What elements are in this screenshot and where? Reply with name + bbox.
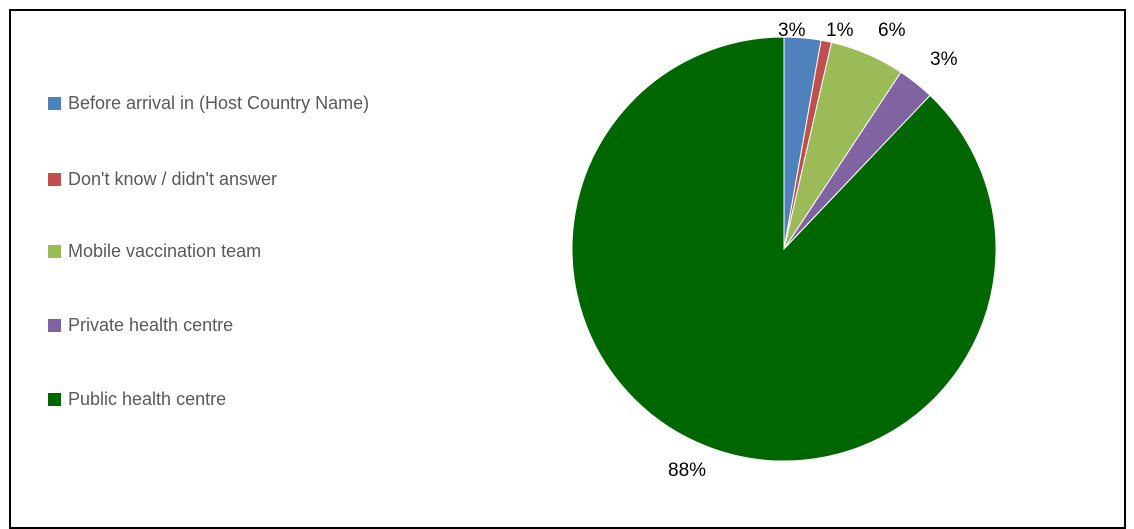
legend-swatch [48, 96, 61, 110]
legend-item-private-centre: Private health centre [48, 314, 233, 336]
data-label-private-centre: 3% [930, 49, 958, 70]
data-label-dont-know: 1% [826, 20, 854, 41]
legend-label: Public health centre [68, 388, 227, 409]
legend-swatch [48, 318, 61, 332]
data-label-mobile-team: 6% [878, 20, 906, 41]
data-label-before-arrival: 3% [778, 20, 806, 41]
legend-label: Don't know / didn't answer [68, 168, 277, 189]
legend-label: Mobile vaccination team [68, 240, 262, 261]
legend-label: Before arrival in (Host Country Name) [68, 92, 370, 113]
legend-swatch [48, 244, 61, 258]
legend-swatch [48, 172, 61, 186]
legend-item-public-centre: Public health centre [48, 388, 226, 410]
legend-item-mobile-team: Mobile vaccination team [48, 240, 261, 262]
legend-swatch [48, 392, 61, 406]
data-label-public-centre: 88% [668, 460, 706, 481]
pie-chart: 3% 1% 6% 3% 88% [571, 20, 997, 481]
pie-slice-public-centre [571, 36, 997, 462]
legend-item-dont-know: Don't know / didn't answer [48, 168, 277, 190]
legend-label: Private health centre [68, 314, 234, 335]
legend-item-before-arrival: Before arrival in (Host Country Name) [48, 92, 369, 114]
